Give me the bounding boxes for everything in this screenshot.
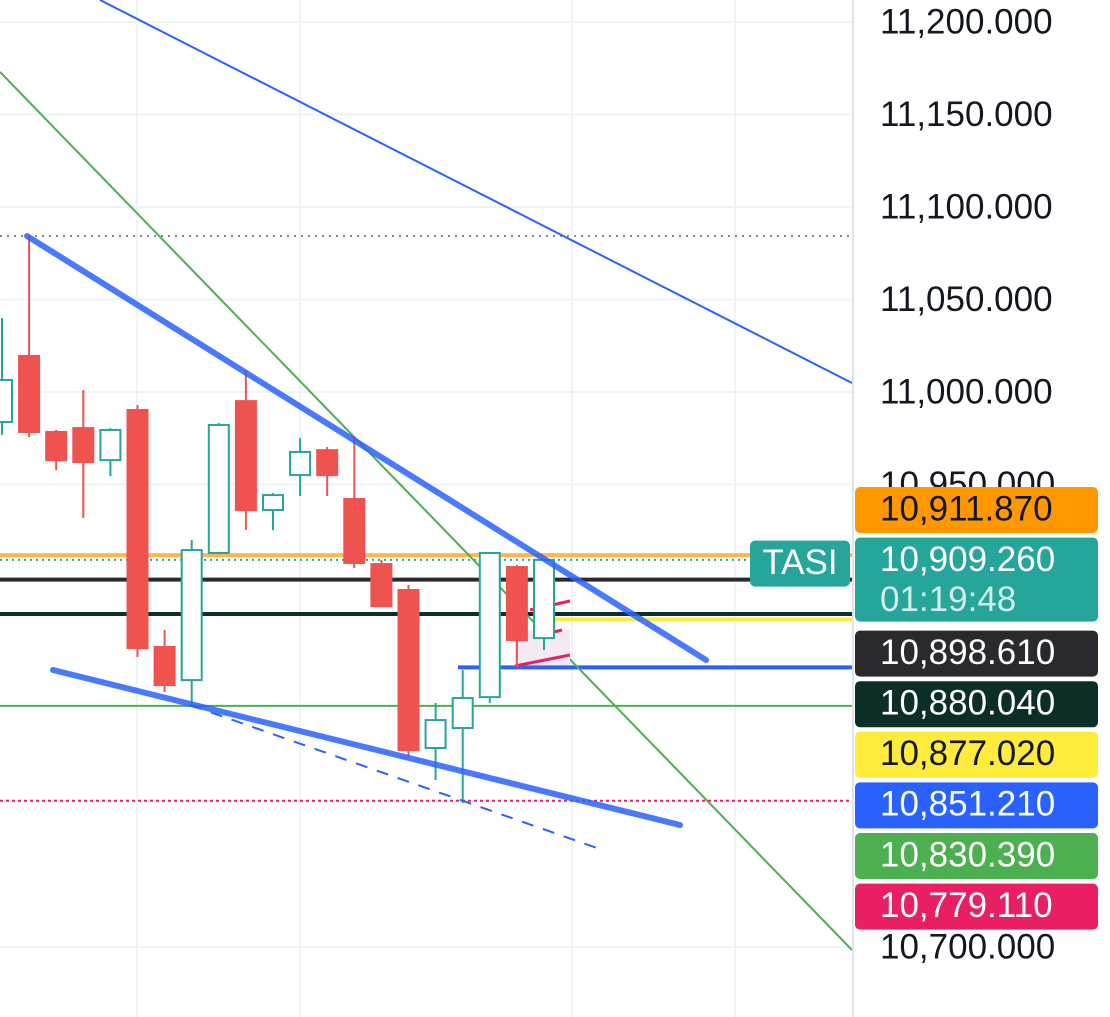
candle-body [424,719,447,749]
drawings-top [24,233,709,849]
trend-line-dashed [189,704,598,849]
price-tag [855,731,1098,778]
price-tag-label: 10,909.260 [880,540,1055,579]
price-tag [855,487,1098,533]
y-tick-label: 11,100.000 [880,187,1053,226]
y-tick-label: 11,000.000 [880,372,1053,411]
price-tag-label: 10,880.040 [880,683,1055,722]
candle-body [72,427,95,463]
price-tag [855,782,1098,829]
candle-body [451,697,474,730]
symbol-tag [750,540,850,587]
price-tag-label: 10,911.870 [880,489,1053,528]
candle-body [316,449,339,477]
candle-body [126,408,149,650]
candle-body [0,379,13,424]
candle-body [289,450,312,477]
candle-body [262,494,284,512]
price-tag-label: 10,877.020 [880,734,1055,773]
candle-body [343,497,366,564]
candle-body [397,588,420,752]
candles [0,236,555,804]
price-axis-labels: 11,200.000 11,150.000 11,100.000 11,050.000… [880,2,1055,966]
price-tag [855,883,1098,930]
candle-body [45,430,68,462]
y-tick-label: 11,050.000 [880,280,1053,319]
price-tag [855,630,1098,677]
trend-line [0,71,853,951]
trend-line-thick [50,667,683,828]
candle-body [234,400,257,512]
trend-line-thick [24,233,709,663]
candle-body [18,354,41,433]
y-tick-label: 10,700.000 [880,927,1055,966]
y-tick-label: 11,200.000 [880,2,1053,41]
pattern-line [514,653,571,668]
price-tag-label: 10,779.110 [880,886,1053,925]
candle-body [370,563,393,608]
countdown: 01:19:48 [880,580,1016,619]
candle-body [505,566,528,642]
candle-body [478,551,501,699]
candle-body [153,645,176,687]
price-tag [855,537,1098,622]
y-tick-label: 11,150.000 [880,95,1053,134]
price-tag [855,833,1098,879]
candle-body [533,558,555,640]
price-tag-label: 10,898.610 [880,633,1055,672]
price-tag-label: 10,851.210 [880,785,1055,824]
candle-body [99,428,122,462]
candle-body [180,549,203,682]
price-tag [855,681,1098,728]
candle-body [207,423,230,554]
trend-line [99,0,853,384]
price-tag-label: 10,830.390 [880,835,1055,874]
symbol-label: TASI [762,543,837,582]
